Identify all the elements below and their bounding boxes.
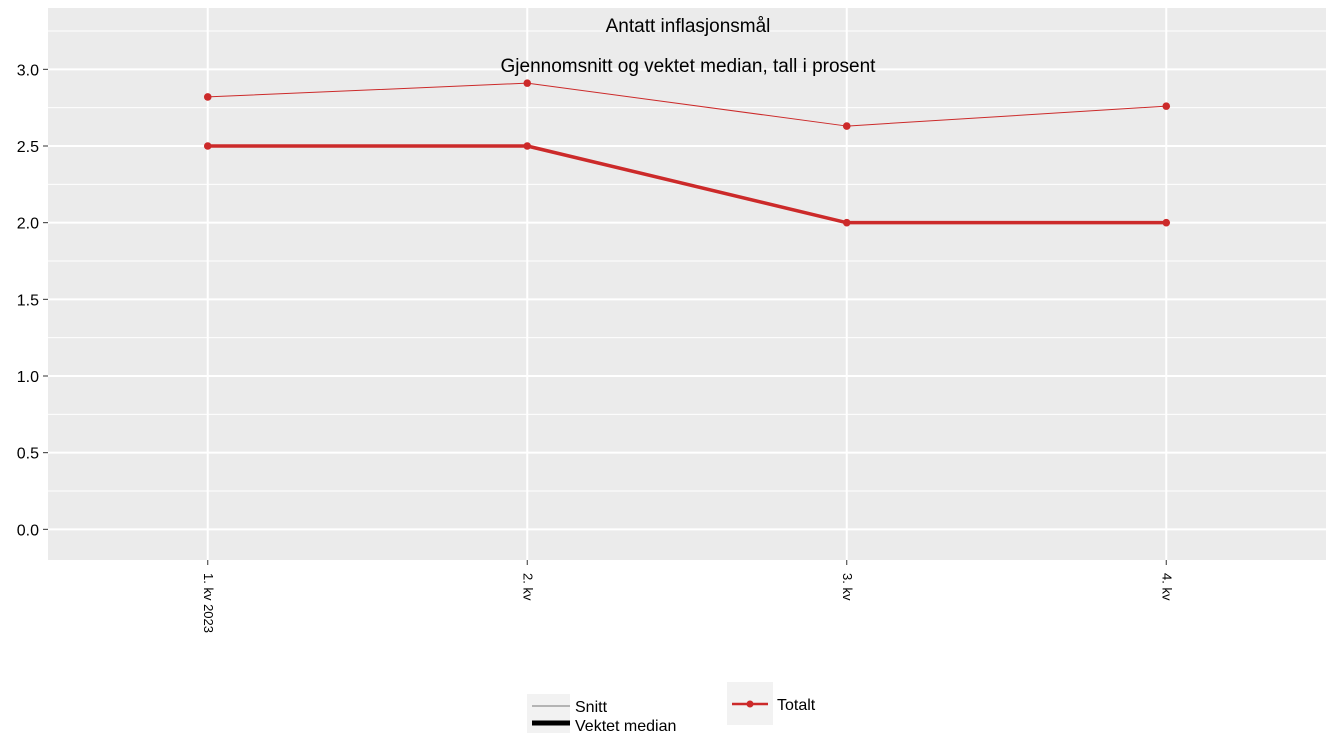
y-tick-label: 3.0 [17, 62, 39, 79]
y-tick-label: 1.5 [17, 292, 39, 309]
series-layer [203, 79, 1171, 227]
y-tick-label: 0.5 [17, 446, 39, 463]
y-axis-ticks: 0.0 0.5 1.0 1.5 2.0 2.5 3.0 [17, 62, 48, 539]
legend-key-totalt-point [746, 700, 754, 708]
x-tick-label: 1. kv 2023 [201, 573, 216, 633]
legend-key-box-linetype [527, 694, 570, 733]
major-gridlines [48, 8, 1326, 560]
legend-label-median: Vektet median [575, 718, 676, 734]
data-point-0 [203, 93, 212, 101]
x-tick-label: 2. kv [520, 573, 535, 601]
y-tick-label: 2.5 [17, 139, 39, 156]
data-point-1 [842, 218, 851, 227]
legend-label-totalt: Totalt [777, 697, 816, 714]
y-tick-label: 0.0 [17, 522, 39, 539]
plot-panel [48, 8, 1326, 560]
data-point-0 [842, 122, 851, 130]
series-line-0 [207, 82, 1167, 127]
data-point-1 [1162, 218, 1171, 227]
data-point-1 [523, 142, 532, 150]
data-point-1 [203, 142, 212, 150]
chart-title: Antatt inflasjonsmål [606, 16, 771, 37]
series-line-1 [207, 144, 1167, 225]
x-axis-ticks: 1. kv 2023 2. kv 3. kv 4. kv [201, 560, 1174, 633]
x-tick-label: 4. kv [1159, 573, 1174, 601]
legend-label-snitt: Snitt [575, 699, 608, 716]
x-tick-label: 3. kv [840, 573, 855, 601]
chart-subtitle: Gjennomsnitt og vektet median, tall i pr… [501, 56, 877, 77]
y-tick-label: 2.0 [17, 216, 39, 233]
y-tick-label: 1.0 [17, 369, 39, 386]
legend: Snitt Vektet median Totalt [527, 682, 816, 734]
data-point-0 [1162, 102, 1171, 110]
data-point-0 [523, 79, 532, 87]
